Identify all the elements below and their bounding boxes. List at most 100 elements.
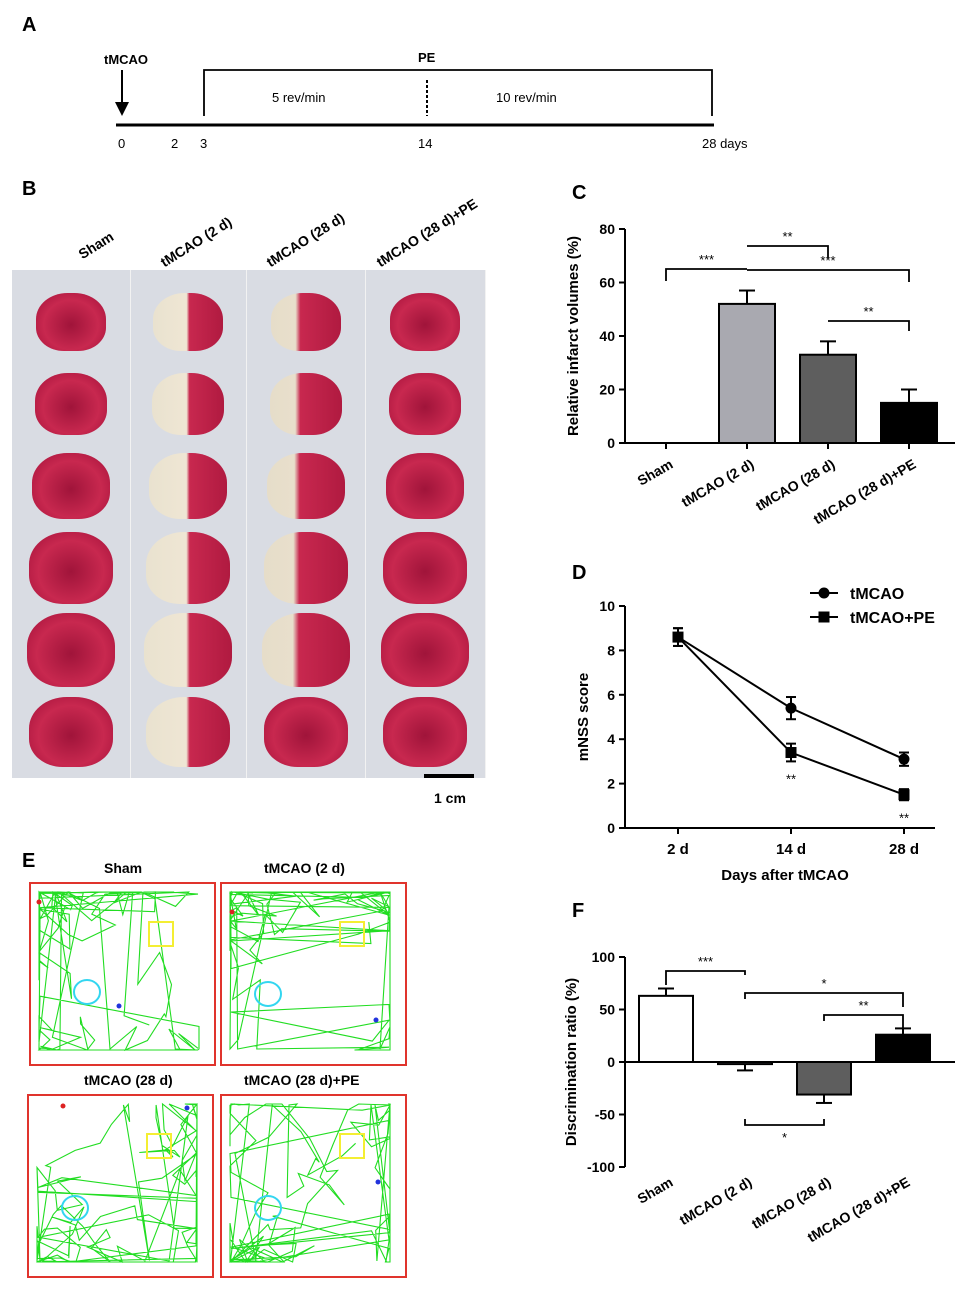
- significance-bracket: [665, 970, 746, 985]
- tmcao-event-label: tMCAO: [104, 52, 149, 67]
- x-tick-label-2-d: 2 d: [667, 841, 689, 858]
- significance-label: ***: [698, 954, 713, 969]
- tick-28: 28 days: [702, 136, 748, 151]
- end-point: [373, 1017, 379, 1023]
- significance-bracket: [747, 269, 910, 282]
- x-tick-label-sham: Sham: [634, 456, 675, 489]
- brain-slice: [269, 373, 342, 435]
- brain-slice: [29, 697, 113, 767]
- point-tmcao-pe: [785, 747, 797, 759]
- brain-slice: [386, 453, 464, 519]
- maze-track-tmcao-28d-pe: [220, 1094, 407, 1278]
- y-axis-label: mNSS score: [575, 673, 592, 761]
- y-tick-label: -100: [587, 1159, 615, 1175]
- bar-tmcao-28-d-pe: [880, 401, 938, 444]
- panel-c-letter: C: [572, 182, 586, 204]
- point-tmcao-pe: [898, 789, 910, 801]
- brain-slice: [263, 532, 348, 604]
- y-tick-label: 0: [607, 1054, 615, 1070]
- y-axis-label: Relative infarct volumes (%): [565, 236, 582, 436]
- brain-column: [246, 270, 366, 778]
- maze-title-tmcao-28d-pe: tMCAO (28 d)+PE: [244, 1072, 360, 1088]
- y-tick-label: 6: [607, 687, 615, 703]
- tick-14: 14: [418, 136, 433, 151]
- familiar-object-circle: [61, 1195, 89, 1221]
- significance-bracket: [823, 1014, 904, 1029]
- legend-marker: [818, 611, 830, 623]
- brain-slice: [144, 613, 232, 687]
- scale-bar: [424, 774, 474, 778]
- brain-slice: [263, 697, 348, 767]
- y-tick-label: 8: [607, 642, 615, 658]
- point-tmcao: [785, 702, 797, 714]
- x-tick-label-tmcao-2-d: tMCAO (2 d): [678, 456, 756, 510]
- tick-2: 2: [171, 136, 179, 151]
- significance-label: ***: [699, 252, 714, 267]
- y-tick-label: 0: [607, 435, 615, 451]
- brain-slice: [35, 373, 107, 435]
- novel-object-square: [146, 1133, 172, 1159]
- phase2-label: 10 rev/min: [496, 90, 557, 105]
- significance-label: *: [782, 1130, 787, 1145]
- brain-slice: [390, 293, 460, 351]
- legend-marker: [818, 587, 830, 599]
- start-point: [36, 899, 42, 905]
- y-axis-label: Discrimination ratio (%): [563, 978, 580, 1146]
- familiar-object-circle: [73, 979, 101, 1005]
- panel-a-letter: A: [22, 14, 37, 36]
- maze-title-tmcao-2d: tMCAO (2 d): [264, 860, 345, 876]
- x-tick-label-tmcao-2-d: tMCAO (2 d): [676, 1174, 754, 1228]
- brain-slice: [270, 293, 341, 351]
- movement-path: [229, 1103, 392, 1263]
- significance-bracket: [747, 245, 829, 258]
- col-label-tmcao-28d: tMCAO (28 d): [263, 209, 348, 270]
- significance-label: **: [863, 304, 873, 319]
- y-tick-label: 2: [607, 776, 615, 792]
- brain-slice: [27, 613, 115, 687]
- start-point: [229, 909, 235, 915]
- brain-slice: [261, 613, 350, 687]
- x-axis-label: Days after tMCAO: [721, 867, 849, 884]
- maze-title-sham: Sham: [104, 860, 143, 876]
- panel-f-letter: F: [572, 900, 584, 922]
- significance-label: **: [899, 810, 909, 825]
- tick-3: 3: [200, 136, 208, 151]
- familiar-object-circle: [254, 981, 282, 1007]
- maze-canvas: [229, 1103, 392, 1263]
- significance-label: *: [821, 976, 826, 991]
- y-tick-label: 80: [599, 221, 615, 237]
- brain-slice: [36, 293, 106, 351]
- y-tick-label: 10: [599, 598, 615, 614]
- bar-tmcao-28-d: [796, 1061, 852, 1096]
- end-point: [116, 1003, 122, 1009]
- scale-bar-label: 1 cm: [434, 790, 466, 806]
- novel-object-square: [339, 1133, 365, 1159]
- y-tick-label: 0: [607, 820, 615, 836]
- maze-track-sham: [29, 882, 216, 1066]
- tick-0: 0: [118, 136, 126, 151]
- bar-tmcao-2-d: [718, 302, 776, 444]
- maze-track-tmcao-28d: [27, 1094, 214, 1278]
- y-tick-label: 20: [599, 382, 615, 398]
- movement-path: [37, 890, 200, 1052]
- significance-bracket: [744, 992, 904, 1007]
- point-tmcao-pe: [672, 631, 684, 643]
- brain-slice: [32, 453, 110, 519]
- maze-title-tmcao-28d: tMCAO (28 d): [84, 1072, 173, 1088]
- chart-c: C 0 20 40 60 80 Relative infarct volumes (%) Sh…: [565, 182, 955, 527]
- significance-label: **: [786, 771, 796, 786]
- start-point: [60, 1103, 66, 1109]
- significance-bracket: [744, 1119, 825, 1126]
- bar-tmcao-2-d: [717, 1061, 773, 1066]
- bar-sham: [638, 994, 694, 1063]
- brain-slice: [146, 532, 230, 604]
- significance-label: ***: [820, 253, 835, 268]
- col-label-tmcao-2d: tMCAO (2 d): [157, 213, 235, 270]
- col-label-sham: Sham: [75, 228, 117, 262]
- brain-slice: [152, 373, 224, 435]
- pe-label: PE: [418, 50, 436, 65]
- movement-path: [36, 1102, 199, 1263]
- panel-d-letter: D: [572, 562, 586, 584]
- maze-track-tmcao-2d: [220, 882, 407, 1066]
- brain-slice: [383, 697, 467, 767]
